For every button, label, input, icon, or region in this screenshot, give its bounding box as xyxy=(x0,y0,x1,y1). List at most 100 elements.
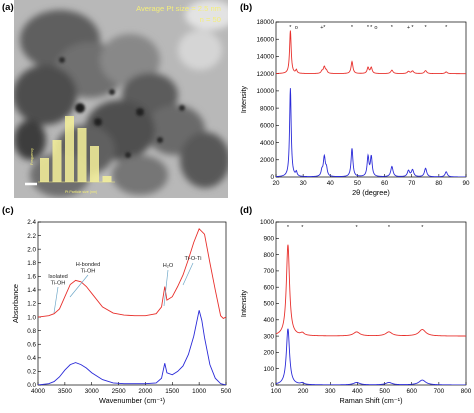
hist-bar xyxy=(40,158,49,182)
phase-marker: * xyxy=(367,25,370,31)
y-tick-label: 1.2 xyxy=(27,301,36,308)
y-tick-label: 100 xyxy=(263,366,274,373)
x-tick-label: 3000 xyxy=(85,388,100,395)
y-axis-label: Absorbance xyxy=(11,284,20,323)
series-line-upper xyxy=(276,244,466,337)
y-tick-label: 1.0 xyxy=(27,314,36,321)
hist-bar xyxy=(102,176,112,182)
series-line-lower xyxy=(38,310,226,385)
phase-marker: + xyxy=(320,25,323,31)
x-tick-label: 700 xyxy=(434,388,445,395)
y-axis-label: Intensity xyxy=(239,290,248,318)
phase-marker: o xyxy=(374,25,377,31)
hist-bar xyxy=(90,146,99,182)
x-tick-label: 3500 xyxy=(58,388,73,395)
x-tick-label: 2000 xyxy=(138,388,153,395)
annotation-arrow xyxy=(53,286,59,314)
x-axis-label: Wavenumber (cm⁻¹) xyxy=(99,396,165,405)
phase-marker: * xyxy=(421,225,424,231)
hist-xlabel: Pt Particle size (nm) xyxy=(65,190,97,194)
y-tick-label: 0.0 xyxy=(27,382,36,389)
x-axis-label: Raman Shift (cm⁻¹) xyxy=(339,396,402,405)
y-tick-label: 700 xyxy=(263,268,274,275)
y-tick-label: 0.6 xyxy=(27,341,36,348)
x-tick-label: 1000 xyxy=(192,388,207,395)
y-tick-label: 14000 xyxy=(256,54,274,61)
ftir-annotation-label: H-bonded xyxy=(76,262,101,268)
y-tick-label: 18000 xyxy=(256,19,274,26)
x-tick-label: 80 xyxy=(435,180,443,187)
y-tick-label: 1.6 xyxy=(27,274,36,281)
x-tick-label: 500 xyxy=(221,388,232,395)
phase-marker: * xyxy=(370,25,373,31)
x-tick-label: 30 xyxy=(300,180,308,187)
annotation-arrow xyxy=(163,269,169,307)
phase-marker: + xyxy=(407,25,410,31)
y-tick-label: 6000 xyxy=(260,123,275,130)
y-tick-label: 2000 xyxy=(260,157,275,164)
y-tick-label: 400 xyxy=(263,317,274,324)
panel-label-c: (c) xyxy=(2,205,14,216)
y-tick-label: 0 xyxy=(270,382,274,389)
hist-ylabel: Frequency xyxy=(30,148,34,165)
panel-label-d: (d) xyxy=(240,205,252,216)
hist-bar xyxy=(77,128,87,182)
y-tick-label: 2.4 xyxy=(27,219,36,226)
tem-micrograph xyxy=(14,0,228,198)
sample-count-text: n = 50 xyxy=(200,15,221,24)
phase-marker: * xyxy=(388,225,391,231)
phase-marker: * xyxy=(289,25,292,31)
x-tick-label: 50 xyxy=(354,180,362,187)
x-tick-label: 20 xyxy=(272,180,280,187)
phase-marker: * xyxy=(323,25,326,31)
y-tick-label: 1.4 xyxy=(27,287,36,294)
series-line-upper xyxy=(38,227,226,319)
x-tick-label: 800 xyxy=(461,388,472,395)
ftir-annotation-label: Ti-O-Ti xyxy=(185,256,202,262)
x-tick-label: 60 xyxy=(381,180,389,187)
phase-marker: * xyxy=(287,225,290,231)
avg-pt-size-text: Average Pt size = 2.5 nm xyxy=(136,4,221,13)
series-line-lower xyxy=(276,88,466,177)
phase-marker: * xyxy=(424,25,427,31)
phase-marker: * xyxy=(356,225,359,231)
x-tick-label: 90 xyxy=(462,180,470,187)
phase-marker: * xyxy=(411,25,414,31)
plot-frame xyxy=(275,21,467,178)
ftir-annotation-label: Isolated xyxy=(48,274,68,280)
size-histogram-inset xyxy=(38,116,115,183)
y-tick-label: 2.0 xyxy=(27,246,36,253)
plot-frame xyxy=(37,221,227,386)
x-tick-label: 70 xyxy=(408,180,416,187)
y-tick-label: 12000 xyxy=(256,71,274,78)
y-tick-label: 1.8 xyxy=(27,260,36,267)
x-tick-label: 2500 xyxy=(112,388,127,395)
series-line-upper xyxy=(276,30,466,75)
phase-marker: * xyxy=(351,25,354,31)
ftir-chart: 4000 3500 3000 2500 2000 1500 1000 500 0.0 0.2 0.4… xyxy=(11,219,232,405)
y-tick-label: 0.2 xyxy=(27,369,36,376)
x-axis-label: 2θ (degree) xyxy=(352,188,390,197)
hist-bar xyxy=(65,116,74,182)
phase-marker: * xyxy=(301,225,304,231)
phase-marker: * xyxy=(445,25,448,31)
y-tick-label: 200 xyxy=(263,350,274,357)
x-tick-label: 100 xyxy=(271,388,282,395)
x-tick-label: 200 xyxy=(298,388,309,395)
y-tick-label: 600 xyxy=(263,284,274,291)
y-tick-label: 0.4 xyxy=(27,355,36,362)
series-line-lower xyxy=(276,328,466,385)
panel-label-a: (a) xyxy=(2,2,14,13)
raman-chart: 100 200 300 400 500 600 700 8000100200300400500… xyxy=(239,219,472,405)
ftir-annotation-label: Ti-OH xyxy=(81,269,96,275)
y-tick-label: 900 xyxy=(263,236,274,243)
y-tick-label: 300 xyxy=(263,333,274,340)
y-tick-label: 10000 xyxy=(256,88,274,95)
y-tick-label: 500 xyxy=(263,301,274,308)
x-tick-label: 300 xyxy=(325,388,336,395)
hist-bar xyxy=(52,140,62,182)
y-tick-label: 1000 xyxy=(260,219,275,226)
x-tick-label: 4000 xyxy=(31,388,46,395)
x-tick-label: 600 xyxy=(406,388,417,395)
